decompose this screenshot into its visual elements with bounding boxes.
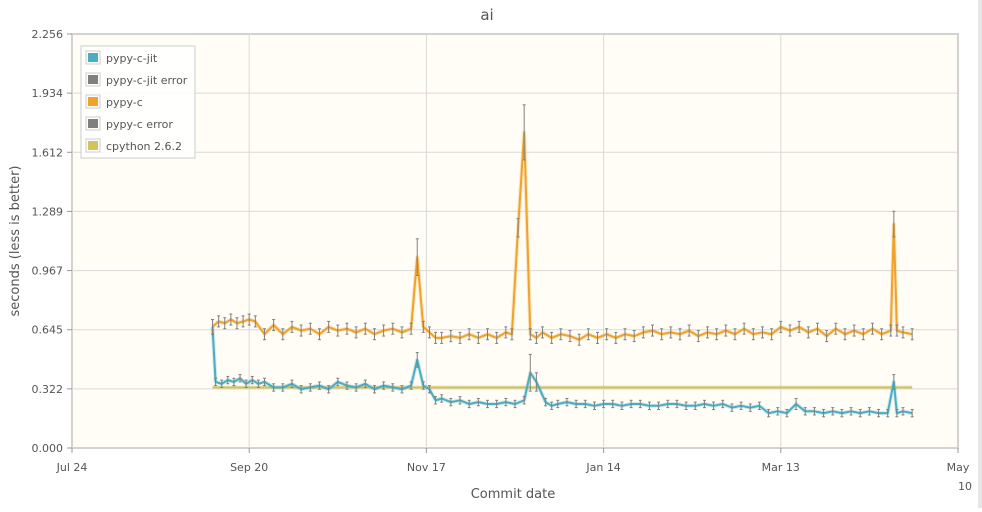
y-tick-label: 0.967 (32, 265, 64, 278)
gridlines (71, 33, 959, 449)
legend-swatch (88, 97, 98, 106)
legend-item-pypy-c-jit-error: pypy-c-jit error (85, 72, 188, 87)
window-edge (978, 0, 982, 508)
legend-swatch (88, 53, 98, 62)
legend-item-cpython-2-6-2: cpython 2.6.2 (85, 138, 182, 153)
legend-item-pypy-c-error: pypy-c error (85, 116, 173, 131)
x-axis-ticks: Jul 24 Sep 20 Nov 17 Jan 14 Mar 13 May 10 (56, 448, 972, 493)
x-tick-sublabel: 10 (958, 480, 972, 493)
x-tick-label: Mar 13 (762, 461, 800, 474)
x-axis-label: Commit date (471, 487, 556, 502)
y-axis-ticks: 0.000 0.322 0.645 0.967 1.289 1.612 1.934 2.256 (32, 28, 72, 455)
x-tick-label: Nov 17 (407, 461, 446, 474)
legend-label: pypy-c-jit error (106, 74, 188, 87)
x-tick-label: Jan 14 (585, 461, 620, 474)
y-tick-label: 1.612 (32, 146, 64, 159)
legend: pypy-c-jit pypy-c-jit error pypy-c pypy-c e… (80, 45, 196, 159)
x-tick-label: May (947, 461, 970, 474)
series-pypy-c (211, 104, 914, 346)
chart-title: ai (480, 6, 493, 24)
legend-swatch (88, 119, 98, 128)
legend-item-pypy-c-jit: pypy-c-jit (85, 50, 158, 65)
y-tick-label: 0.000 (32, 442, 64, 455)
y-axis-label: seconds (less is better) (8, 165, 23, 316)
legend-label: pypy-c-jit (106, 52, 158, 65)
legend-label: pypy-c (106, 96, 143, 109)
x-tick-label: Sep 20 (230, 461, 268, 474)
series-pypy-c-jit (210, 319, 914, 418)
y-tick-label: 0.322 (32, 383, 64, 396)
y-tick-label: 1.934 (32, 87, 64, 100)
legend-label: cpython 2.6.2 (106, 140, 182, 153)
legend-swatch (88, 75, 98, 84)
y-tick-label: 0.645 (32, 324, 64, 337)
legend-label: pypy-c error (106, 118, 173, 131)
legend-item-pypy-c: pypy-c (85, 94, 143, 109)
series-layer (210, 104, 914, 418)
y-tick-label: 1.289 (32, 205, 64, 218)
x-tick-label: Jul 24 (56, 461, 88, 474)
plot-area (71, 33, 959, 449)
y-tick-label: 2.256 (32, 28, 64, 41)
legend-swatch (88, 141, 98, 150)
